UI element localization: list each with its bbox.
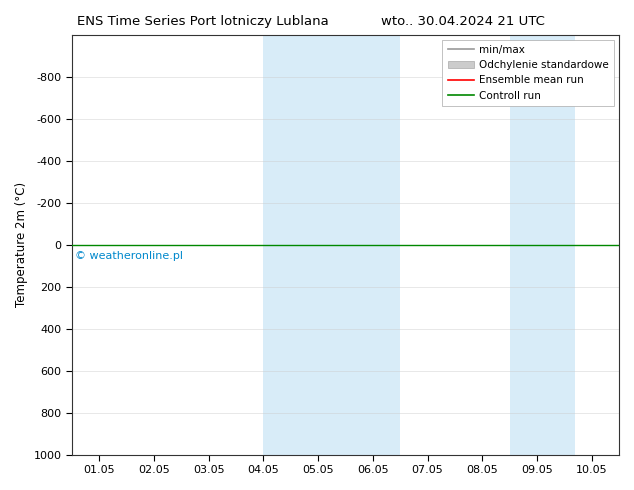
Legend: min/max, Odchylenie standardowe, Ensemble mean run, Controll run: min/max, Odchylenie standardowe, Ensembl…: [443, 40, 614, 106]
Text: ENS Time Series Port lotniczy Lublana: ENS Time Series Port lotniczy Lublana: [77, 15, 329, 28]
Text: wto.. 30.04.2024 21 UTC: wto.. 30.04.2024 21 UTC: [381, 15, 545, 28]
Bar: [510, 35, 575, 455]
Bar: [264, 35, 400, 455]
Y-axis label: Temperature 2m (°C): Temperature 2m (°C): [15, 182, 28, 307]
Text: © weatheronline.pl: © weatheronline.pl: [75, 251, 183, 261]
